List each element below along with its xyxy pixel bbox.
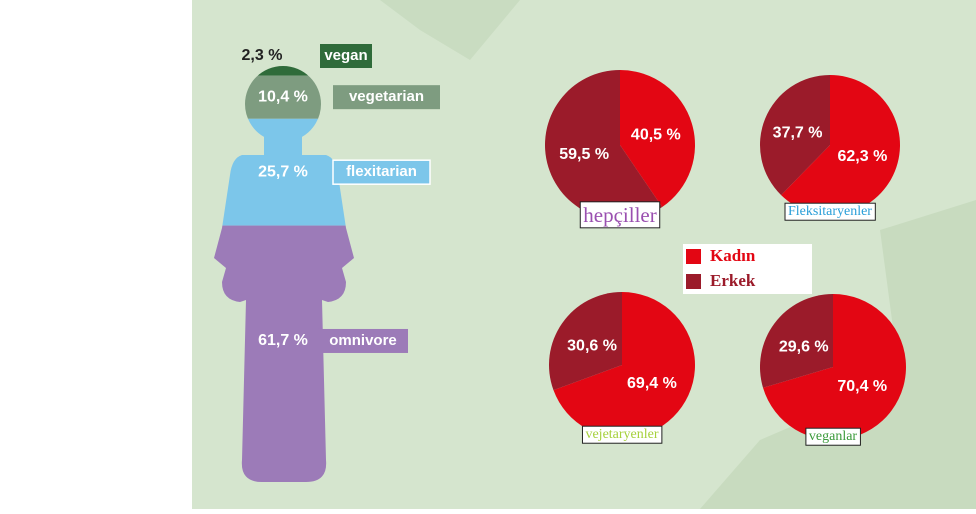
legend-swatch xyxy=(686,274,701,289)
category-tag xyxy=(333,85,440,110)
pie-title-box xyxy=(581,425,663,444)
pie-title: Fleksitaryenler xyxy=(788,204,872,219)
legend: Kadın Erkek xyxy=(683,244,812,294)
value-label: 29,6 % xyxy=(779,339,829,356)
map-region xyxy=(192,0,520,60)
category-tag xyxy=(318,328,408,353)
category-label: vegetarian xyxy=(349,88,424,105)
value-label: 10,4 % xyxy=(258,88,308,105)
value-label: 59,5 % xyxy=(559,146,609,163)
legend-label: Kadın xyxy=(710,246,756,265)
legend-box xyxy=(683,244,812,294)
category-tag xyxy=(332,159,431,185)
pie-title: hepçiller xyxy=(583,203,656,227)
category-tag xyxy=(320,44,372,68)
value-label: 61,7 % xyxy=(258,332,308,349)
pie-slice xyxy=(620,70,695,208)
pie-slice xyxy=(760,75,830,196)
pie-title-box xyxy=(579,201,661,229)
pie-slice xyxy=(553,292,695,438)
category-label: vegan xyxy=(324,47,367,64)
value-label: 40,5 % xyxy=(631,126,681,143)
legend-swatch xyxy=(686,249,701,264)
value-label: 62,3 % xyxy=(838,148,888,165)
category-label: omnivore xyxy=(329,332,397,349)
map-region xyxy=(700,200,976,509)
pie-title: vejetaryenler xyxy=(585,427,658,442)
pie-slice xyxy=(781,75,900,216)
value-label: 37,7 % xyxy=(773,124,823,141)
pie-slice xyxy=(545,70,663,220)
pie-slice xyxy=(763,294,906,440)
pie-title: veganlar xyxy=(809,429,858,444)
value-label: 25,7 % xyxy=(258,163,308,180)
value-label: 30,6 % xyxy=(567,337,617,354)
legend-label: Erkek xyxy=(710,271,756,290)
value-label: 2,3 % xyxy=(242,47,283,64)
pie-slice xyxy=(760,294,833,388)
pie-title-box xyxy=(784,202,876,221)
category-label: flexitarian xyxy=(346,163,417,180)
value-label: 70,4 % xyxy=(837,378,887,395)
figure-segment xyxy=(214,66,354,76)
value-label: 69,4 % xyxy=(627,375,677,392)
pie-title-box xyxy=(805,427,861,446)
pie-slice xyxy=(548,292,622,391)
